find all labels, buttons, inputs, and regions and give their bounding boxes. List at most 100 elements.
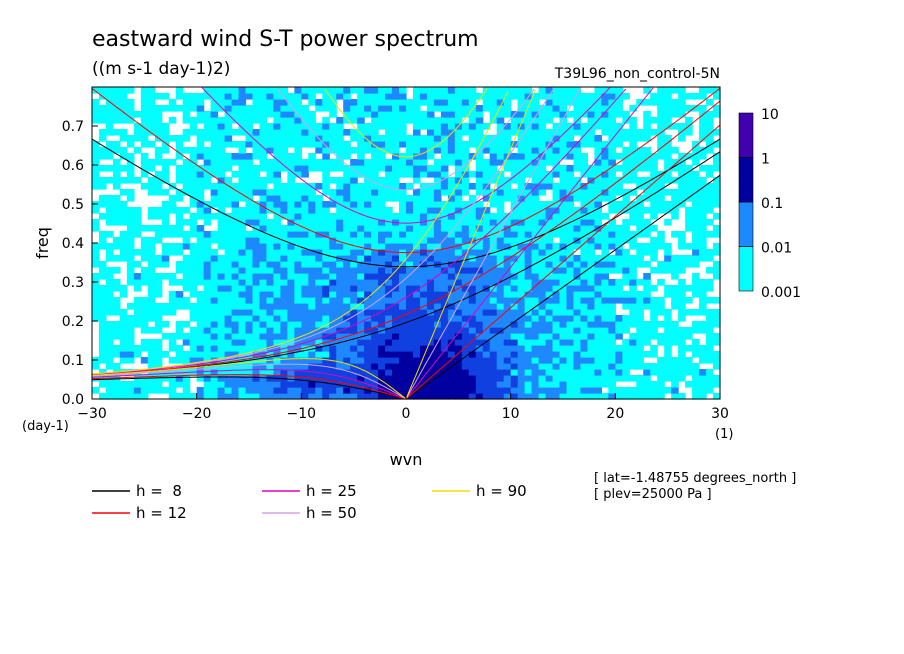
heatmap-cell xyxy=(133,225,142,232)
heatmap-cell xyxy=(454,363,463,370)
heatmap-cell xyxy=(301,363,309,370)
heatmap-cell xyxy=(559,273,568,280)
heatmap-cell xyxy=(343,195,351,202)
heatmap-cell xyxy=(329,159,337,166)
heatmap-cell xyxy=(252,153,261,160)
heatmap-cell xyxy=(510,303,519,310)
heatmap-cell xyxy=(419,285,428,292)
heatmap-cell xyxy=(147,279,156,286)
heatmap-cell xyxy=(294,369,302,376)
heatmap-cell xyxy=(350,291,358,298)
heatmap-cell xyxy=(538,375,547,382)
heatmap-cell xyxy=(622,93,630,100)
heatmap-cell xyxy=(175,141,184,148)
heatmap-cell xyxy=(336,159,344,166)
heatmap-cell xyxy=(657,243,665,250)
heatmap-cell xyxy=(426,99,435,106)
heatmap-cell xyxy=(510,393,519,400)
heatmap-cell xyxy=(350,243,358,250)
heatmap-cell xyxy=(601,111,609,118)
heatmap-cell xyxy=(224,279,233,286)
heatmap-cell xyxy=(552,327,561,334)
heatmap-cell xyxy=(294,345,302,352)
heatmap-cell xyxy=(650,249,658,256)
heatmap-cell xyxy=(112,255,121,262)
heatmap-cell xyxy=(468,141,477,148)
heatmap-cell xyxy=(468,243,477,250)
heatmap-cell xyxy=(245,141,254,148)
heatmap-cell xyxy=(371,255,379,262)
heatmap-cell xyxy=(510,273,519,280)
heatmap-cell xyxy=(231,273,240,280)
heatmap-cell xyxy=(203,309,212,316)
heatmap-cell xyxy=(322,129,330,136)
heatmap-cell xyxy=(594,231,602,238)
heatmap-cell xyxy=(545,201,554,208)
heatmap-cell xyxy=(496,351,505,358)
heatmap-cell xyxy=(531,243,540,250)
heatmap-cell xyxy=(608,111,616,118)
heatmap-cell xyxy=(231,249,240,256)
heatmap-cell xyxy=(545,291,554,298)
heatmap-cell xyxy=(552,273,561,280)
heatmap-cell xyxy=(238,327,247,334)
heatmap-cell xyxy=(657,99,665,106)
heatmap-cell xyxy=(517,315,526,322)
heatmap-cell xyxy=(587,243,595,250)
heatmap-cell xyxy=(440,141,449,148)
heatmap-cell xyxy=(636,207,644,214)
heatmap-cell xyxy=(119,201,128,208)
heatmap-cell xyxy=(147,105,156,112)
heatmap-cell xyxy=(524,171,533,178)
heatmap-cell xyxy=(594,93,602,100)
heatmap-cell xyxy=(371,279,379,286)
heatmap-cell xyxy=(419,369,428,376)
heatmap-cell xyxy=(713,267,721,274)
heatmap-cell xyxy=(475,267,484,274)
heatmap-cell xyxy=(419,87,428,94)
heatmap-cell xyxy=(552,153,561,160)
heatmap-cell xyxy=(517,243,526,250)
heatmap-cell xyxy=(126,195,135,202)
heatmap-cell xyxy=(238,249,247,256)
heatmap-cell xyxy=(280,333,288,340)
heatmap-cell xyxy=(496,297,505,304)
heatmap-cell xyxy=(105,333,114,340)
heatmap-cell xyxy=(266,315,275,322)
heatmap-cell xyxy=(217,195,226,202)
heatmap-cell xyxy=(545,387,554,394)
heatmap-cell xyxy=(224,273,233,280)
heatmap-cell xyxy=(454,321,463,328)
heatmap-cell xyxy=(182,99,191,106)
heatmap-cell xyxy=(489,279,498,286)
heatmap-cell xyxy=(126,249,135,256)
heatmap-cell xyxy=(301,255,309,262)
heatmap-cell xyxy=(629,213,637,220)
heatmap-cell xyxy=(503,177,512,184)
heatmap-cell xyxy=(482,369,491,376)
heatmap-cell xyxy=(378,279,386,286)
heatmap-cell xyxy=(636,297,644,304)
heatmap-cell xyxy=(182,231,191,238)
heatmap-cell xyxy=(566,333,575,340)
heatmap-cell xyxy=(385,279,393,286)
heatmap-cell xyxy=(336,123,344,130)
heatmap-cell xyxy=(259,255,268,262)
heatmap-cell xyxy=(126,153,135,160)
heatmap-cell xyxy=(517,117,526,124)
heatmap-cell xyxy=(182,219,191,226)
heatmap-cell xyxy=(531,141,540,148)
heatmap-cell xyxy=(496,129,505,136)
heatmap-cell xyxy=(601,177,609,184)
heatmap-cell xyxy=(315,165,323,172)
heatmap-cell xyxy=(538,225,547,232)
heatmap-cell xyxy=(133,345,142,352)
legend-label-h12: h = 12 xyxy=(136,504,187,522)
heatmap-cell xyxy=(105,357,114,364)
heatmap-cell xyxy=(308,357,316,364)
heatmap-cell xyxy=(238,369,247,376)
heatmap-cell xyxy=(678,201,686,208)
heatmap-cell xyxy=(454,333,463,340)
heatmap-cell xyxy=(664,321,672,328)
heatmap-cell xyxy=(559,261,568,268)
